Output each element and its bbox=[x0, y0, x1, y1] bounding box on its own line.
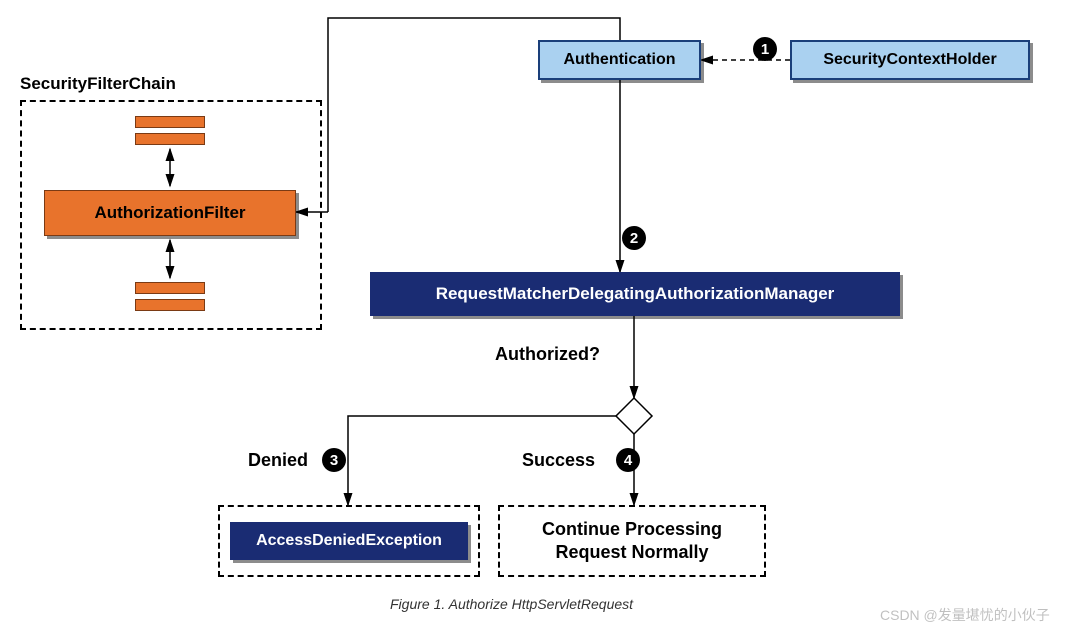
authorization-filter-node: AuthorizationFilter bbox=[44, 190, 296, 236]
authorization-filter-label: AuthorizationFilter bbox=[94, 203, 245, 223]
step-badge-1: 1 bbox=[753, 37, 777, 61]
access-denied-node: AccessDeniedException bbox=[230, 522, 468, 560]
denied-label: Denied bbox=[248, 450, 308, 471]
success-label: Success bbox=[522, 450, 595, 471]
access-denied-label: AccessDeniedException bbox=[256, 532, 442, 550]
request-matcher-node: RequestMatcherDelegatingAuthorizationMan… bbox=[370, 272, 900, 316]
step-badge-2: 2 bbox=[622, 226, 646, 250]
watermark-text: CSDN @发量堪忧的小伙子 bbox=[880, 605, 1050, 625]
security-context-holder-node: SecurityContextHolder bbox=[790, 40, 1030, 80]
request-matcher-label: RequestMatcherDelegatingAuthorizationMan… bbox=[436, 284, 835, 304]
figure-caption: Figure 1. Authorize HttpServletRequest bbox=[390, 596, 633, 612]
filter-chain-title: SecurityFilterChain bbox=[20, 74, 176, 94]
authentication-node: Authentication bbox=[538, 40, 701, 80]
authentication-label: Authentication bbox=[564, 51, 676, 69]
continue-processing-node: Continue Processing Request Normally bbox=[498, 505, 766, 577]
step-badge-3: 3 bbox=[322, 448, 346, 472]
security-context-holder-label: SecurityContextHolder bbox=[823, 51, 996, 69]
decision-label: Authorized? bbox=[495, 344, 600, 365]
continue-processing-label: Continue Processing Request Normally bbox=[542, 518, 722, 565]
diagram-canvas: SecurityFilterChain AuthorizationFilter … bbox=[0, 0, 1083, 629]
step-badge-4: 4 bbox=[616, 448, 640, 472]
